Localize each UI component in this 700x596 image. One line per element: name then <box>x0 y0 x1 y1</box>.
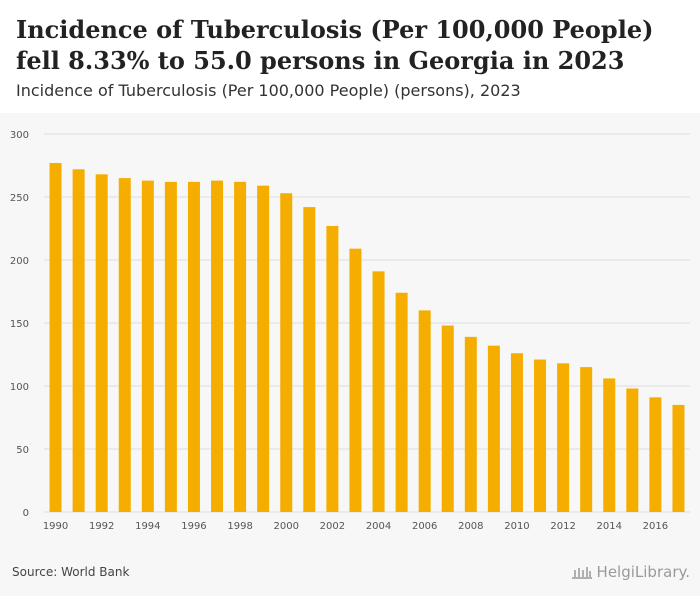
bar-1994 <box>141 180 154 512</box>
bar-2007 <box>441 325 454 512</box>
x-axis-labels: 1990 1992 1994 1996 1998 2000 2002 2004 2006 2008… <box>43 521 668 532</box>
bar-1998 <box>234 181 247 512</box>
bar-1996 <box>187 181 200 512</box>
y-tick-label: 150 <box>10 319 29 330</box>
bar-2002 <box>326 225 339 512</box>
y-tick-label: 100 <box>10 382 29 393</box>
bar-2005 <box>395 292 408 512</box>
bar-2017 <box>672 404 685 512</box>
x-tick-label: 2014 <box>597 521 622 532</box>
brand-logo: HelgiLibrary. <box>571 563 690 581</box>
y-tick-label: 50 <box>16 445 29 456</box>
y-tick-label: 250 <box>10 193 29 204</box>
bar-1999 <box>257 185 270 512</box>
bars <box>49 162 685 513</box>
x-tick-label: 1992 <box>89 521 114 532</box>
bar-1990 <box>49 162 62 513</box>
bar-2016 <box>649 397 662 512</box>
grid-lines <box>44 133 690 513</box>
bar-2004 <box>372 271 385 512</box>
x-tick-label: 2002 <box>320 521 345 532</box>
x-tick-label: 2000 <box>274 521 299 532</box>
bar-1993 <box>118 178 131 512</box>
x-tick-label: 1994 <box>135 521 160 532</box>
bar-2006 <box>418 310 431 512</box>
x-tick-label: 2016 <box>643 521 668 532</box>
y-tick-label: 300 <box>10 130 29 141</box>
bar-1991 <box>72 169 85 512</box>
x-tick-label: 2010 <box>504 521 529 532</box>
bar-2012 <box>557 363 570 512</box>
bar-2011 <box>534 359 547 512</box>
x-tick-label: 2006 <box>412 521 437 532</box>
source-note: Source: World Bank <box>12 565 130 579</box>
bar-2013 <box>580 367 593 512</box>
x-tick-label: 1990 <box>43 521 68 532</box>
brand-name: HelgiLibrary. <box>596 563 690 581</box>
bar-1995 <box>164 181 177 512</box>
bar-2014 <box>603 378 616 512</box>
bar-chart: 0 50 100 150 200 250 300 1990 1992 1994 1996 1998 2… <box>10 130 690 532</box>
x-tick-label: 2004 <box>366 521 391 532</box>
bar-2010 <box>510 353 523 512</box>
library-icon <box>571 567 592 579</box>
x-tick-label: 1998 <box>227 521 252 532</box>
bar-2000 <box>280 193 293 512</box>
bar-1992 <box>95 174 108 512</box>
x-tick-label: 2008 <box>458 521 483 532</box>
y-tick-label: 0 <box>23 508 29 519</box>
bar-1997 <box>211 180 224 512</box>
chart-subtitle: Incidence of Tuberculosis (Per 100,000 P… <box>16 81 521 100</box>
x-tick-label: 2012 <box>550 521 575 532</box>
bar-2009 <box>487 345 500 512</box>
bar-2001 <box>303 207 316 512</box>
bar-2008 <box>464 336 477 512</box>
bar-2015 <box>626 388 639 512</box>
chart-title: Incidence of Tuberculosis (Per 100,000 P… <box>16 15 654 75</box>
y-axis-labels: 0 50 100 150 200 250 300 <box>10 130 29 519</box>
y-tick-label: 200 <box>10 256 29 267</box>
bar-2003 <box>349 248 362 512</box>
x-tick-label: 1996 <box>181 521 206 532</box>
